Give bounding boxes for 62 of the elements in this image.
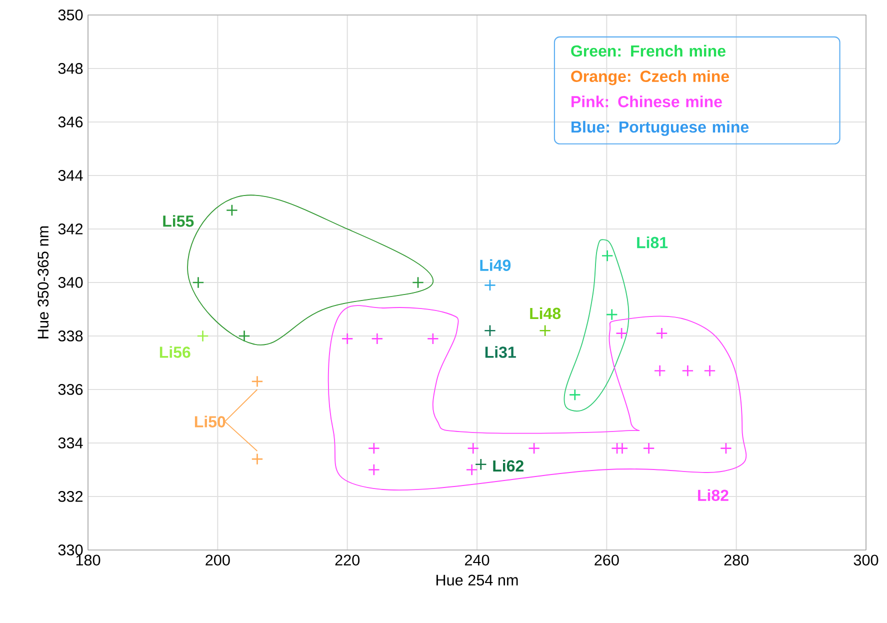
- y-tick-label: 332: [58, 491, 83, 502]
- y-tick-label: 346: [58, 116, 83, 128]
- y-tick-label: 336: [58, 384, 83, 395]
- point: [720, 442, 732, 454]
- point: [368, 464, 380, 476]
- point: [368, 442, 380, 454]
- y-tick-label: 334: [58, 438, 83, 448]
- point: [238, 330, 250, 342]
- point: [654, 364, 666, 377]
- text: Li82: [698, 489, 728, 502]
- point: [601, 250, 614, 262]
- x-tick-label: 220: [335, 554, 360, 566]
- point: [412, 276, 424, 288]
- point: [528, 442, 540, 454]
- series-label: Li49: [480, 259, 511, 271]
- point: [341, 332, 354, 345]
- series-label: Li31: [485, 346, 516, 358]
- point: [474, 458, 487, 470]
- text: Li50: [194, 416, 226, 428]
- point: [466, 464, 478, 476]
- point: [226, 204, 238, 216]
- point: [682, 364, 694, 377]
- point: [192, 276, 204, 288]
- x-tick-label: 260: [594, 554, 619, 566]
- x-axis-title: Hue 254 nm: [436, 574, 518, 586]
- y-tick-label: 344: [58, 170, 83, 181]
- point: [568, 388, 581, 401]
- x-tick-label: 200: [206, 554, 230, 566]
- annotation: Orange: Czech mine: [571, 70, 730, 86]
- point: [616, 442, 628, 454]
- annotation: Blue: Portuguese mine: [572, 120, 749, 136]
- point: [539, 324, 552, 337]
- x-tick-label: 240: [464, 554, 490, 566]
- y-axis-title: Hue 350-365 nm: [38, 226, 49, 338]
- x-tick-label: 280: [724, 554, 749, 566]
- point: [467, 442, 480, 454]
- point: [616, 327, 628, 340]
- text: Li55: [163, 215, 194, 227]
- point: [606, 308, 618, 321]
- annotation: Pink: Chinese mine: [572, 96, 722, 108]
- series-label: Li48: [530, 307, 561, 320]
- y-tick-label: 338: [58, 330, 83, 342]
- y-tick-label: 348: [58, 63, 83, 74]
- point: [196, 330, 209, 342]
- point: [426, 332, 439, 345]
- y-tick-label: 340: [58, 277, 83, 288]
- series-label: Li56: [160, 346, 190, 358]
- annotation: Green: French mine: [571, 44, 726, 57]
- point: [251, 453, 264, 466]
- point: [642, 442, 655, 454]
- x-tick-label: 180: [76, 554, 100, 566]
- point: [656, 327, 668, 340]
- series-label: Li62: [493, 460, 524, 472]
- point: [371, 332, 384, 345]
- point: [704, 364, 716, 377]
- series-label: Li81: [637, 236, 668, 248]
- y-tick-label: 350: [58, 10, 83, 20]
- x-tick-label: 300: [854, 554, 878, 566]
- point: [484, 279, 496, 292]
- y-tick-label: 330: [58, 544, 83, 556]
- point: [484, 324, 496, 337]
- y-tick-label: 342: [58, 224, 83, 234]
